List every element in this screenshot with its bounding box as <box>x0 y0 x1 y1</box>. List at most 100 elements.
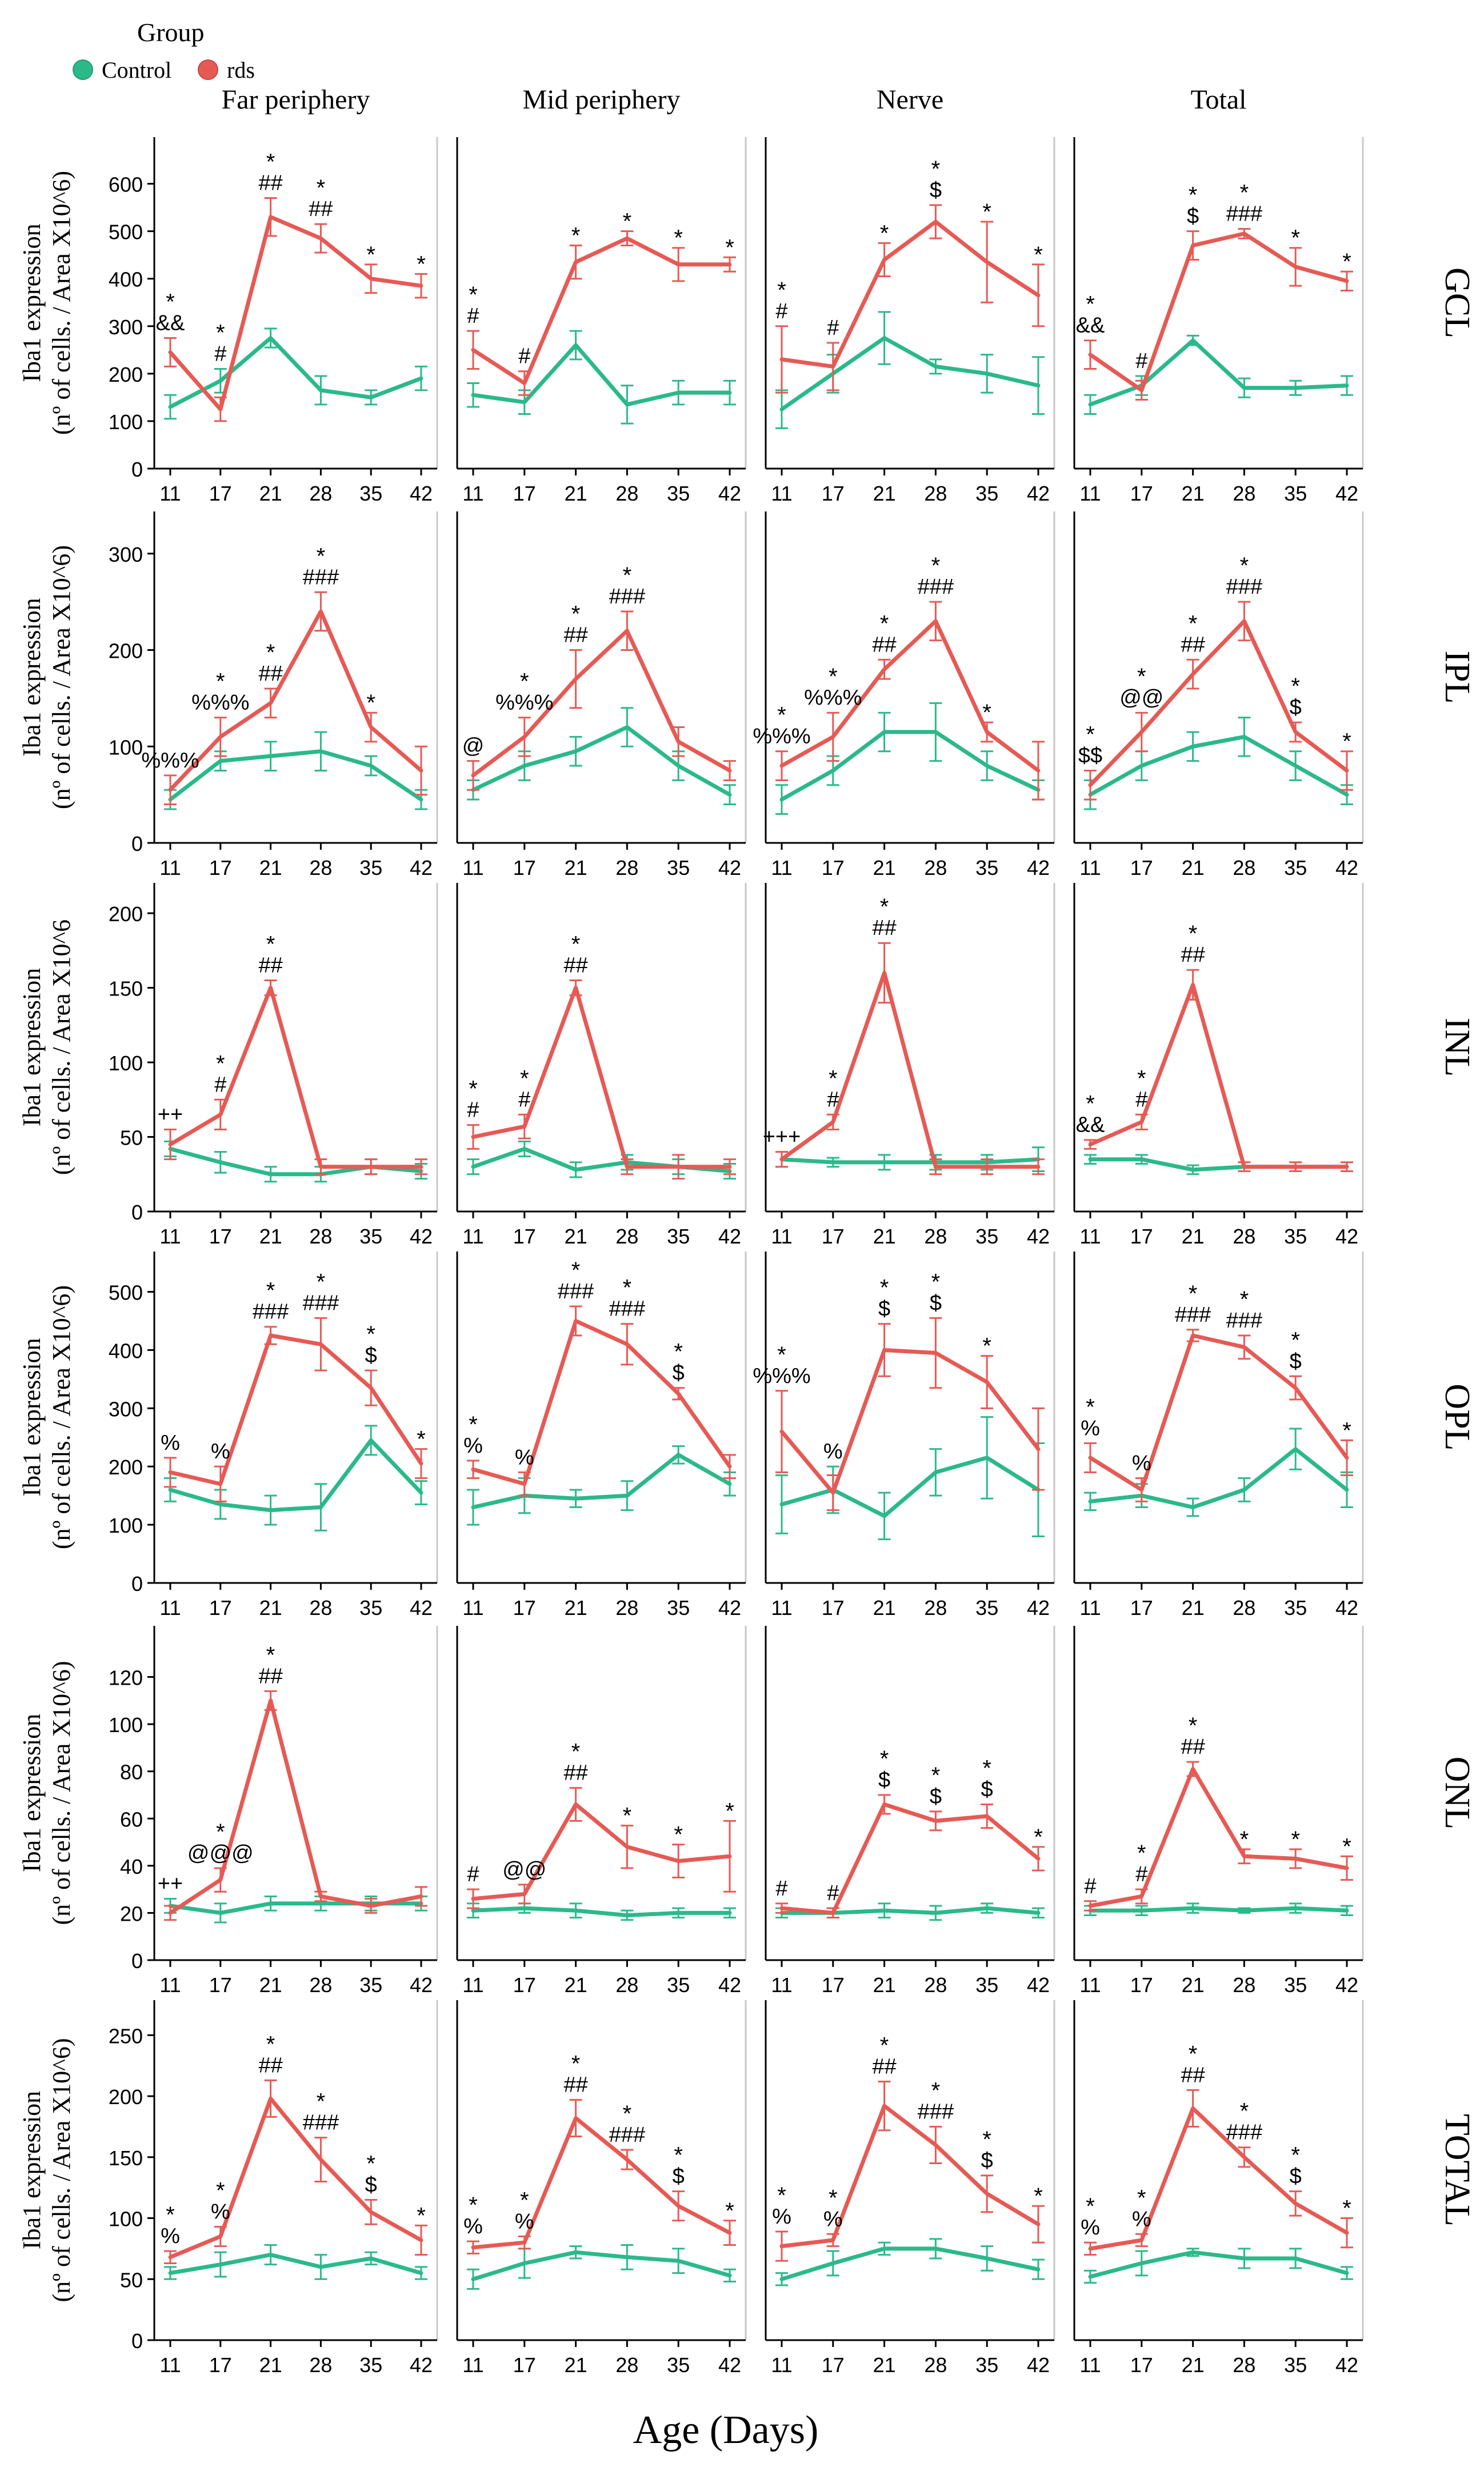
data-point-control <box>626 726 628 728</box>
panel-onl-nerve: 11 17 21 28 35 42# #$*$*$** <box>765 1626 1055 1997</box>
significance-label: * <box>1342 729 1351 754</box>
significance-label: ### <box>609 2123 645 2147</box>
data-point-rds <box>832 1492 834 1494</box>
significance-label: @@@ <box>187 1841 254 1865</box>
significance-label: # <box>775 1877 787 1901</box>
panel-total-mid-periphery: 11 17 21 28 35 42%*%*##*###*$** <box>456 2000 747 2377</box>
significance-label: * <box>469 282 478 307</box>
significance-label: @@ <box>1119 686 1163 710</box>
data-point-control <box>575 1497 577 1500</box>
data-point-control <box>472 1166 474 1168</box>
x-tick-label: 35 <box>1284 1596 1307 1620</box>
x-tick-label: 21 <box>259 1225 282 1248</box>
data-point-rds <box>420 1896 422 1898</box>
data-point-control <box>934 731 937 733</box>
x-tick-label: 42 <box>1027 1225 1050 1248</box>
x-tick-label: 35 <box>667 1596 690 1620</box>
data-point-rds <box>729 1855 731 1857</box>
data-point-control <box>420 798 422 801</box>
y-tick-label: 300 <box>109 315 143 339</box>
panel-opl-total: 11 17 21 28 35 42%*%###*###*$** <box>1073 1252 1364 1620</box>
significance-label: * <box>1189 1713 1198 1738</box>
data-point-control <box>626 403 628 406</box>
significance-label: $ <box>930 1291 942 1315</box>
data-point-control <box>677 1454 679 1456</box>
series-line-rds <box>471 236 732 385</box>
y-tick-label: 400 <box>109 1339 143 1362</box>
x-tick-label: 17 <box>209 1596 232 1620</box>
x-tick-label: 42 <box>1335 1973 1358 1997</box>
data-point-control <box>319 389 322 391</box>
significance-label: * <box>571 1740 581 1765</box>
series-line-control <box>779 336 1041 411</box>
significance-label: * <box>266 931 275 957</box>
significance-label: * <box>317 1269 326 1294</box>
significance-label: $ <box>981 2149 993 2173</box>
data-point-rds <box>1089 1905 1091 1907</box>
column-title-nerve: Nerve <box>877 85 943 115</box>
data-point-rds <box>832 1121 834 1123</box>
data-point-rds <box>1294 1857 1297 1860</box>
x-tick-label: 17 <box>1130 1973 1153 1997</box>
data-point-rds <box>319 237 322 239</box>
series-line-rds <box>168 1698 423 1915</box>
x-tick-label: 17 <box>822 482 845 505</box>
significance-label: * <box>1240 1287 1249 1312</box>
significance-label: * <box>777 1342 786 1368</box>
series-line-control <box>471 1453 732 1509</box>
x-tick-label: 35 <box>667 856 690 879</box>
data-point-control <box>626 1914 628 1917</box>
x-tick-label: 35 <box>1284 1225 1307 1248</box>
data-point-control <box>472 394 474 396</box>
y-axis-title-line1: Iba1 expression <box>18 223 46 382</box>
data-point-control <box>1089 2276 1091 2278</box>
significance-label: * <box>880 2033 889 2058</box>
significance-label: * <box>366 2152 375 2177</box>
data-point-rds <box>677 263 679 266</box>
data-point-rds <box>169 1471 171 1473</box>
data-point-control <box>832 1161 834 1163</box>
significance-label: # <box>827 316 839 340</box>
data-point-control <box>729 1912 731 1914</box>
x-tick-label: 28 <box>1233 1973 1255 1997</box>
data-point-rds <box>370 1166 372 1168</box>
data-point-rds <box>986 1166 988 1168</box>
series-line-control <box>168 2253 423 2276</box>
data-point-rds <box>626 2158 628 2161</box>
data-point-control <box>883 1161 886 1163</box>
significance-label: % <box>772 2205 791 2229</box>
significance-label: * <box>571 1258 581 1283</box>
x-tick-label: 35 <box>975 1596 998 1620</box>
data-point-rds <box>934 1166 937 1168</box>
data-point-rds <box>575 678 577 680</box>
series-line-rds <box>1088 2106 1349 2251</box>
significance-label: * <box>674 226 683 251</box>
series-line-rds <box>471 986 732 1169</box>
x-tick-label: 11 <box>1079 1225 1101 1248</box>
x-tick-label: 17 <box>209 1225 232 1248</box>
data-point-control <box>1294 1907 1297 1909</box>
data-point-control <box>1089 1158 1091 1161</box>
significance-label: * <box>1034 2184 1043 2209</box>
significance-label: * <box>880 1276 889 1301</box>
column-title-far-periphery: Far periphery <box>222 85 370 115</box>
x-tick-label: 11 <box>771 1973 792 1997</box>
x-tick-label: 11 <box>462 856 483 879</box>
row-label-total: TOTAL <box>1438 2114 1477 2226</box>
significance-label: * <box>166 2202 175 2228</box>
y-tick-label: 100 <box>109 1051 143 1075</box>
significance-label: * <box>469 1077 478 1102</box>
x-tick-label: 42 <box>1027 1973 1050 1997</box>
series-line-rds <box>779 970 1041 1169</box>
series-line-control <box>471 1906 732 1918</box>
data-point-control <box>523 1147 526 1150</box>
x-tick-label: 35 <box>1284 482 1307 505</box>
x-tick-label: 17 <box>209 2353 232 2377</box>
data-point-rds <box>781 1907 783 1909</box>
data-point-control <box>1141 1909 1143 1912</box>
data-point-rds <box>729 263 731 266</box>
significance-label: * <box>1137 664 1146 689</box>
series-line-rds <box>168 609 423 792</box>
significance-label: * <box>1086 722 1095 747</box>
panel-inl-nerve: 11 17 21 28 35 42+++#*##* <box>763 883 1055 1248</box>
